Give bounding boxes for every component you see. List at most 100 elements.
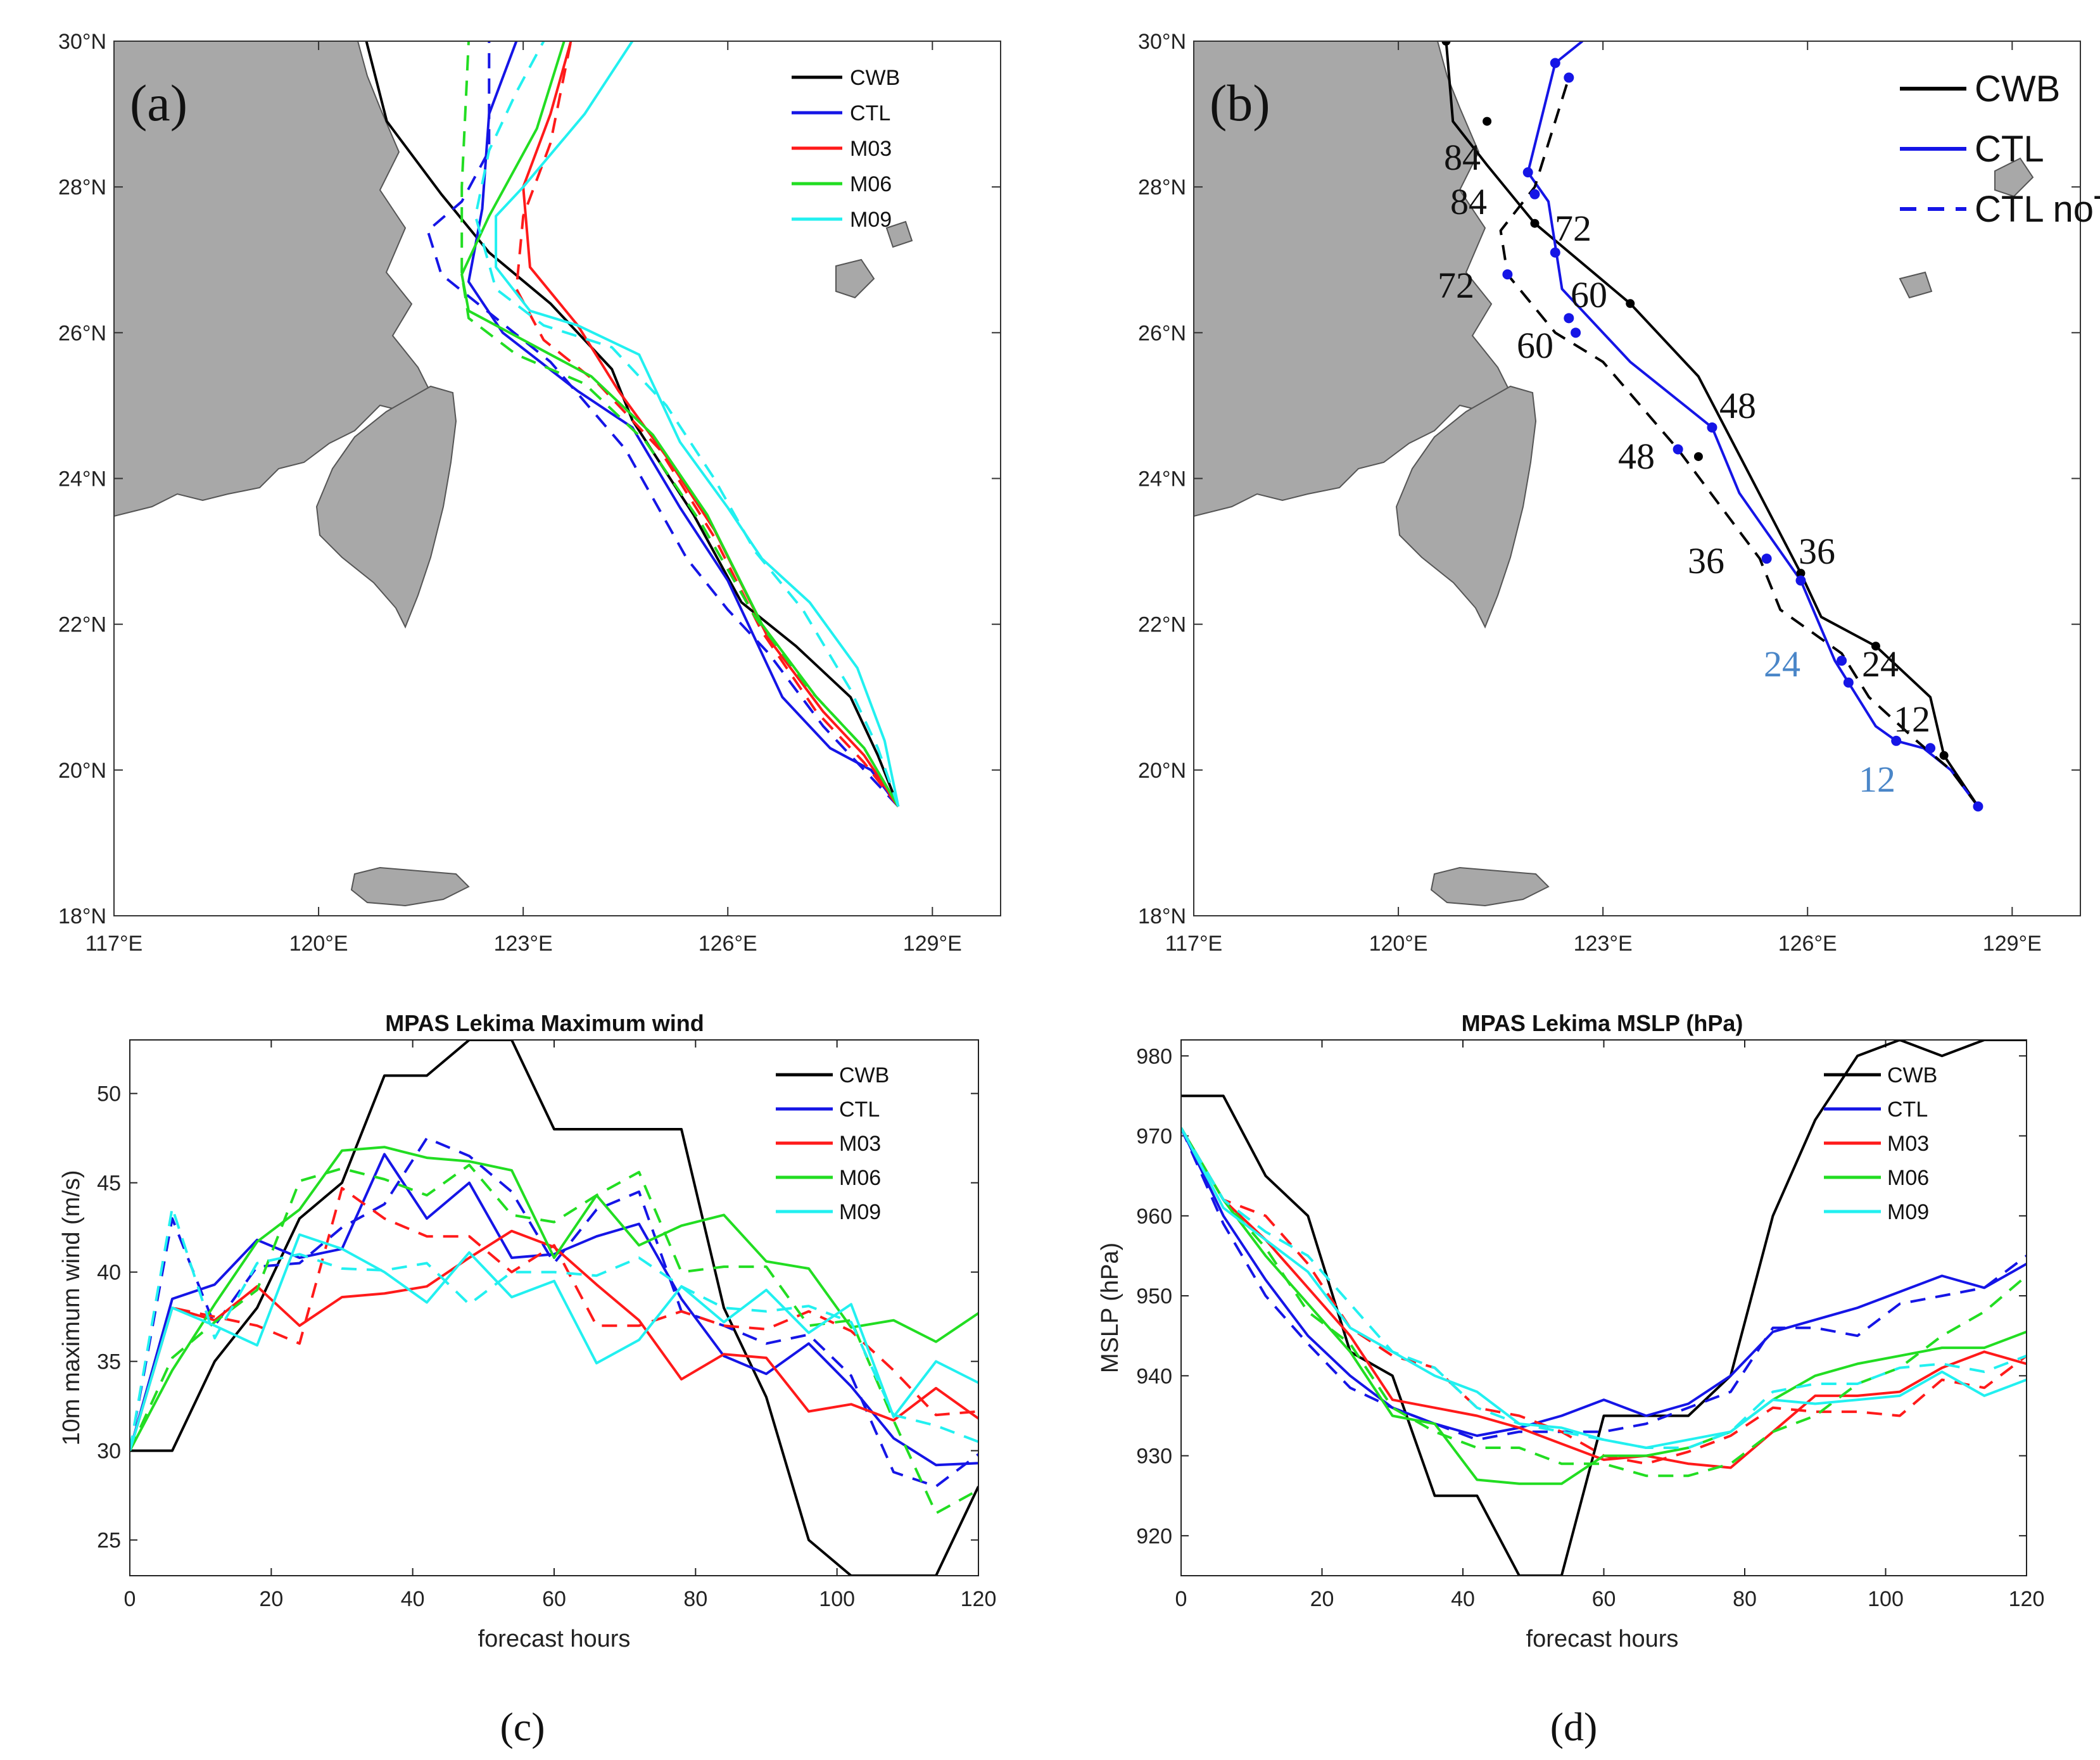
legend-label-ctl: CTL [850,101,890,125]
lon-tick-label: 126°E [1778,932,1837,956]
series-line-m03-dashed [130,1187,978,1452]
lon-tick-label: 123°E [1574,932,1633,956]
ctl-marker [1795,575,1806,586]
lat-tick-label: 20°N [1138,759,1186,783]
cwb-marker [1871,642,1880,651]
lat-tick-label: 24°N [58,467,106,491]
y-tick-label: 50 [97,1082,121,1106]
series-line-m09-solid [130,1233,978,1452]
panel-label-b: (b) [1210,74,1270,132]
y-tick-label: 970 [1136,1125,1172,1149]
lon-tick-label: 117°E [1165,932,1222,956]
hour-label-cwb-72: 72 [1555,208,1591,249]
lat-tick-label: 22°N [1138,613,1186,637]
ctl-marker [1837,655,1847,666]
lat-tick-label: 28°N [1138,175,1186,199]
tracks-a [365,41,900,807]
series-lines-d [1181,1040,2027,1576]
x-tick-label: 20 [1310,1587,1334,1611]
legend-label-m03: M03 [850,137,892,161]
hour-label-ctl-12: 12 [1859,759,1895,800]
ctl-marker [1891,735,1902,746]
track-m09-dashed-a [474,41,900,807]
legend-b: CWB CTL CTL noT [1900,68,2100,230]
legend-label-cwb: CWB [850,66,900,90]
map-ticks-a: 117°E 120°E 123°E 126°E 129°E 18°N 20°N 22°N 24°… [58,30,1001,956]
y-tick-label: 950 [1136,1284,1172,1308]
y-tick-label: 35 [97,1350,121,1374]
y-tick-label: 40 [97,1261,121,1285]
legend-label-m03: M03 [1887,1132,1929,1156]
series-line-m06-dashed [1181,1127,2027,1478]
cwb-marker [1626,299,1635,308]
ctl-marker [1571,327,1581,338]
cwb-marker [1939,750,1949,760]
ctl-marker [1564,72,1574,83]
lat-tick-label: 30°N [1138,30,1186,54]
wind-chart-c: MPAS Lekima Maximum wind 0 20 40 60 80 100 120… [58,1010,996,1749]
track-m06-dashed-a [460,41,900,807]
legend-d: CWB CTL M03 M06 M09 [1824,1063,1937,1224]
lon-tick-label: 120°E [289,932,348,956]
cwb-marker [1693,452,1703,461]
taiwan-b [1395,385,1537,629]
track-cwb-solid-b [1445,41,1980,807]
legend-label-cwb: CWB [1887,1063,1937,1087]
lat-tick-label: 18°N [58,904,106,928]
track-ctl-solid-b [1526,41,1980,807]
track-m09-solid-a [495,41,900,807]
cwb-marker [1441,41,1451,46]
y-axis-label-c: 10m maximum wind (m/s) [58,1170,85,1446]
ctl-marker [1673,444,1683,455]
series-line-cwb-solid [130,1040,978,1576]
cwb-marker [1483,117,1492,126]
y-tick-label: 25 [97,1529,121,1553]
lon-tick-label: 129°E [903,932,962,956]
x-tick-label: 120 [961,1587,997,1611]
hour-label-ctl-48: 48 [1618,436,1655,477]
ctl-marker [1529,189,1540,199]
x-axis-label-d: forecast hours [1526,1626,1679,1652]
track-cwb-solid-a [365,41,900,807]
legend-label-ctl-not: CTL noT [1975,189,2100,230]
x-tick-label: 100 [1868,1587,1904,1611]
map-panel-b: 117°E 120°E 123°E 126°E 129°E 18°N 20°N 22°N 24°… [1138,30,2100,956]
ctl-marker [1550,58,1560,68]
legend-c: CWB CTL M03 M06 M09 [776,1063,889,1224]
ctl-marker [1843,677,1854,688]
x-tick-label: 40 [401,1587,425,1611]
legend-label-m03: M03 [839,1132,881,1156]
series-line-ctl-dashed [130,1137,978,1488]
series-line-m06-solid [1181,1127,2027,1485]
y-axis-label-d: MSLP (hPa) [1097,1243,1123,1373]
lat-tick-label: 30°N [58,30,106,54]
hour-label-cwb-24: 24 [1862,643,1899,685]
map-ticks-b: 117°E 120°E 123°E 126°E 129°E 18°N 20°N 22°N 24°… [1138,30,2080,956]
series-line-m06-solid [130,1146,978,1452]
lon-tick-label: 120°E [1369,932,1428,956]
legend-label-ctl: CTL [1887,1098,1928,1122]
legend-label-cwb: CWB [839,1063,889,1087]
y-tick-label: 30 [97,1440,121,1464]
x-tick-label: 80 [683,1587,707,1611]
lon-tick-label: 117°E [85,932,142,956]
y-tick-label: 960 [1136,1205,1172,1229]
chart-title-c: MPAS Lekima Maximum wind [385,1010,704,1036]
axes-d: 0 20 40 60 80 100 120 920 930 940 950 960 970 980 [1136,1040,2044,1611]
hour-label-ctl-36: 36 [1688,540,1724,581]
x-axis-label-c: forecast hours [478,1626,631,1652]
x-tick-label: 0 [124,1587,136,1611]
x-tick-label: 60 [542,1587,566,1611]
island-south-b [1430,866,1550,907]
series-line-m09-dashed [1181,1127,2027,1449]
hour-label-cwb-84: 84 [1450,181,1487,222]
series-lines-c [130,1040,978,1576]
lon-tick-label: 126°E [699,932,757,956]
series-line-m03-solid [1181,1127,2027,1469]
legend-label-ctl: CTL [1975,129,2044,170]
x-tick-label: 0 [1175,1587,1187,1611]
lon-tick-label: 123°E [494,932,553,956]
legend-a: CWB CTL M03 M06 M09 [792,66,900,232]
hour-label-ctl-24: 24 [1764,643,1800,685]
axes-c: 0 20 40 60 80 100 120 25 30 35 40 45 50 [97,1040,996,1611]
